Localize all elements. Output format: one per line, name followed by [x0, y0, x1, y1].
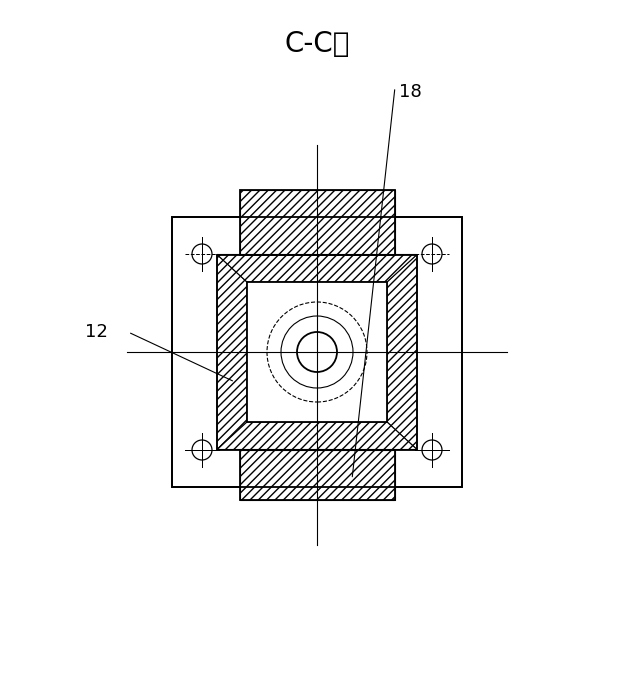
Bar: [172, 217, 462, 487]
Bar: [172, 217, 462, 487]
Bar: [217, 255, 417, 450]
Bar: [240, 190, 394, 255]
Text: 12: 12: [85, 323, 108, 341]
Bar: [240, 190, 394, 255]
Text: C-C向: C-C向: [284, 30, 350, 58]
Text: 18: 18: [399, 83, 422, 101]
Bar: [240, 450, 394, 500]
Polygon shape: [217, 422, 417, 450]
Polygon shape: [387, 255, 417, 450]
Bar: [240, 450, 394, 500]
Bar: [247, 282, 387, 422]
Polygon shape: [217, 255, 247, 450]
Polygon shape: [217, 255, 417, 282]
